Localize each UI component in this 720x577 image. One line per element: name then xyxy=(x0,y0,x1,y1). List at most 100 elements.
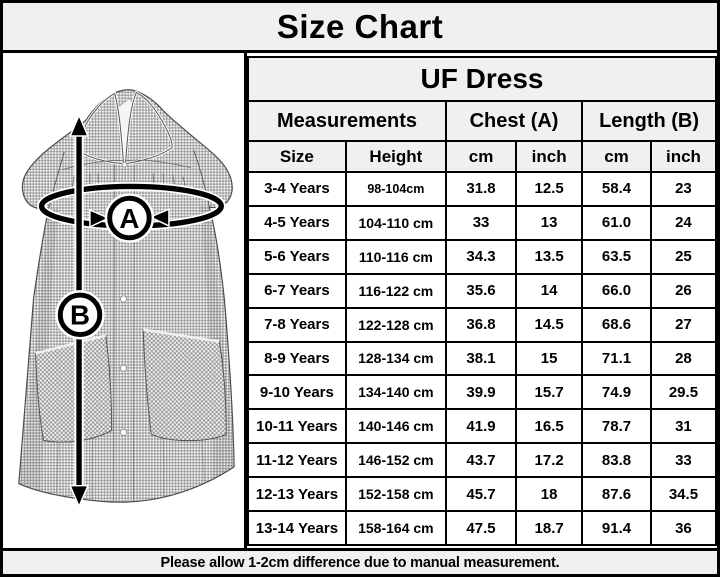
page-title: Size Chart xyxy=(276,7,444,45)
chest-inch-cell: 18.7 xyxy=(515,510,584,546)
length-inch-cell: 28 xyxy=(649,340,717,377)
size-cell: 11-12 Years xyxy=(247,442,347,479)
chest-inch-cell: 15 xyxy=(515,340,584,377)
length-inch-cell: 31 xyxy=(649,408,717,445)
length-cm-cell: 83.8 xyxy=(581,442,652,479)
chest-inch-cell: 16.5 xyxy=(515,408,584,445)
height-cell: 146-152 cm xyxy=(344,442,447,479)
length-inch-cell: 24 xyxy=(649,204,717,241)
size-cell: 13-14 Years xyxy=(247,510,347,546)
size-row: 9-10 Years 134-140 cm 39.9 15.7 74.9 29.… xyxy=(247,374,717,411)
length-cm-cell: 66.0 xyxy=(581,272,652,309)
content-area: A B UF Dress xyxy=(3,53,717,548)
length-inch-cell: 25 xyxy=(649,238,717,275)
chest-label-a: A xyxy=(119,203,139,234)
length-label-badge: B xyxy=(55,290,105,340)
column-header-length-inch: inch xyxy=(649,140,717,173)
height-cell: 122-128 cm xyxy=(344,306,447,343)
size-chart-table: UF Dress Measurements Chest (A) Length (… xyxy=(247,56,717,546)
height-cell: 140-146 cm xyxy=(344,408,447,445)
dress-measurement-diagram: A B xyxy=(18,89,235,509)
length-inch-cell: 23 xyxy=(649,171,717,207)
column-header-row: Size Height cm inch cm inch xyxy=(247,140,717,173)
length-cm-cell: 78.7 xyxy=(581,408,652,445)
size-cell: 8-9 Years xyxy=(247,340,347,377)
length-cm-cell: 61.0 xyxy=(581,204,652,241)
size-cell: 3-4 Years xyxy=(247,171,347,207)
chest-inch-cell: 14.5 xyxy=(515,306,584,343)
chest-inch-cell: 13.5 xyxy=(515,238,584,275)
column-header-size: Size xyxy=(247,140,347,173)
chest-inch-cell: 12.5 xyxy=(515,171,584,207)
length-cm-cell: 91.4 xyxy=(581,510,652,546)
dress-diagram-panel: A B xyxy=(3,53,247,548)
chest-cm-cell: 31.8 xyxy=(444,171,518,207)
column-header-chest-cm: cm xyxy=(444,140,518,173)
length-inch-cell: 26 xyxy=(649,272,717,309)
size-row: 5-6 Years 110-116 cm 34.3 13.5 63.5 25 xyxy=(247,238,717,275)
size-row: 8-9 Years 128-134 cm 38.1 15 71.1 28 xyxy=(247,340,717,377)
group-header-row: Measurements Chest (A) Length (B) xyxy=(247,100,717,142)
length-label-b: B xyxy=(70,300,90,331)
height-cell: 110-116 cm xyxy=(344,238,447,275)
buttons xyxy=(119,161,128,436)
chest-cm-cell: 38.1 xyxy=(444,340,518,377)
length-inch-cell: 34.5 xyxy=(649,476,717,513)
height-cell: 152-158 cm xyxy=(344,476,447,513)
size-row: 6-7 Years 116-122 cm 35.6 14 66.0 26 xyxy=(247,272,717,309)
size-row: 13-14 Years 158-164 cm 47.5 18.7 91.4 36 xyxy=(247,510,717,546)
height-cell: 134-140 cm xyxy=(344,374,447,411)
length-cm-cell: 63.5 xyxy=(581,238,652,275)
measurement-note: Please allow 1-2cm difference due to man… xyxy=(160,554,560,571)
size-cell: 6-7 Years xyxy=(247,272,347,309)
chest-cm-cell: 43.7 xyxy=(444,442,518,479)
group-header-measurements: Measurements xyxy=(247,100,447,142)
chest-inch-cell: 13 xyxy=(515,204,584,241)
height-cell: 104-110 cm xyxy=(344,204,447,241)
length-cm-cell: 74.9 xyxy=(581,374,652,411)
height-cell: 98-104cm xyxy=(344,171,447,207)
title-band: Size Chart xyxy=(3,3,717,53)
size-cell: 5-6 Years xyxy=(247,238,347,275)
length-inch-cell: 27 xyxy=(649,306,717,343)
chest-cm-cell: 47.5 xyxy=(444,510,518,546)
chest-cm-cell: 34.3 xyxy=(444,238,518,275)
length-inch-cell: 33 xyxy=(649,442,717,479)
length-inch-cell: 29.5 xyxy=(649,374,717,411)
chest-cm-cell: 36.8 xyxy=(444,306,518,343)
pockets xyxy=(35,328,227,443)
size-table-wrap: UF Dress Measurements Chest (A) Length (… xyxy=(247,53,717,548)
size-row: 3-4 Years 98-104cm 31.8 12.5 58.4 23 xyxy=(247,171,717,207)
size-row: 10-11 Years 140-146 cm 41.9 16.5 78.7 31 xyxy=(247,408,717,445)
chest-cm-cell: 39.9 xyxy=(444,374,518,411)
length-cm-cell: 87.6 xyxy=(581,476,652,513)
size-row: 4-5 Years 104-110 cm 33 13 61.0 24 xyxy=(247,204,717,241)
column-header-chest-inch: inch xyxy=(515,140,584,173)
product-header-row: UF Dress xyxy=(247,56,717,102)
chest-inch-cell: 17.2 xyxy=(515,442,584,479)
chest-cm-cell: 45.7 xyxy=(444,476,518,513)
size-cell: 9-10 Years xyxy=(247,374,347,411)
size-cell: 7-8 Years xyxy=(247,306,347,343)
chest-cm-cell: 33 xyxy=(444,204,518,241)
height-cell: 128-134 cm xyxy=(344,340,447,377)
length-cm-cell: 58.4 xyxy=(581,171,652,207)
chest-inch-cell: 18 xyxy=(515,476,584,513)
length-cm-cell: 68.6 xyxy=(581,306,652,343)
chest-cm-cell: 41.9 xyxy=(444,408,518,445)
size-rows: 3-4 Years 98-104cm 31.8 12.5 58.4 23 4-5… xyxy=(247,171,717,546)
footer-band: Please allow 1-2cm difference due to man… xyxy=(3,548,717,574)
chest-cm-cell: 35.6 xyxy=(444,272,518,309)
size-row: 12-13 Years 152-158 cm 45.7 18 87.6 34.5 xyxy=(247,476,717,513)
chest-inch-cell: 15.7 xyxy=(515,374,584,411)
size-row: 11-12 Years 146-152 cm 43.7 17.2 83.8 33 xyxy=(247,442,717,479)
column-header-height: Height xyxy=(344,140,447,173)
size-cell: 4-5 Years xyxy=(247,204,347,241)
height-cell: 116-122 cm xyxy=(344,272,447,309)
group-header-length: Length (B) xyxy=(581,100,717,142)
height-cell: 158-164 cm xyxy=(344,510,447,546)
dress-illustration xyxy=(18,89,235,503)
length-cm-cell: 71.1 xyxy=(581,340,652,377)
size-cell: 10-11 Years xyxy=(247,408,347,445)
